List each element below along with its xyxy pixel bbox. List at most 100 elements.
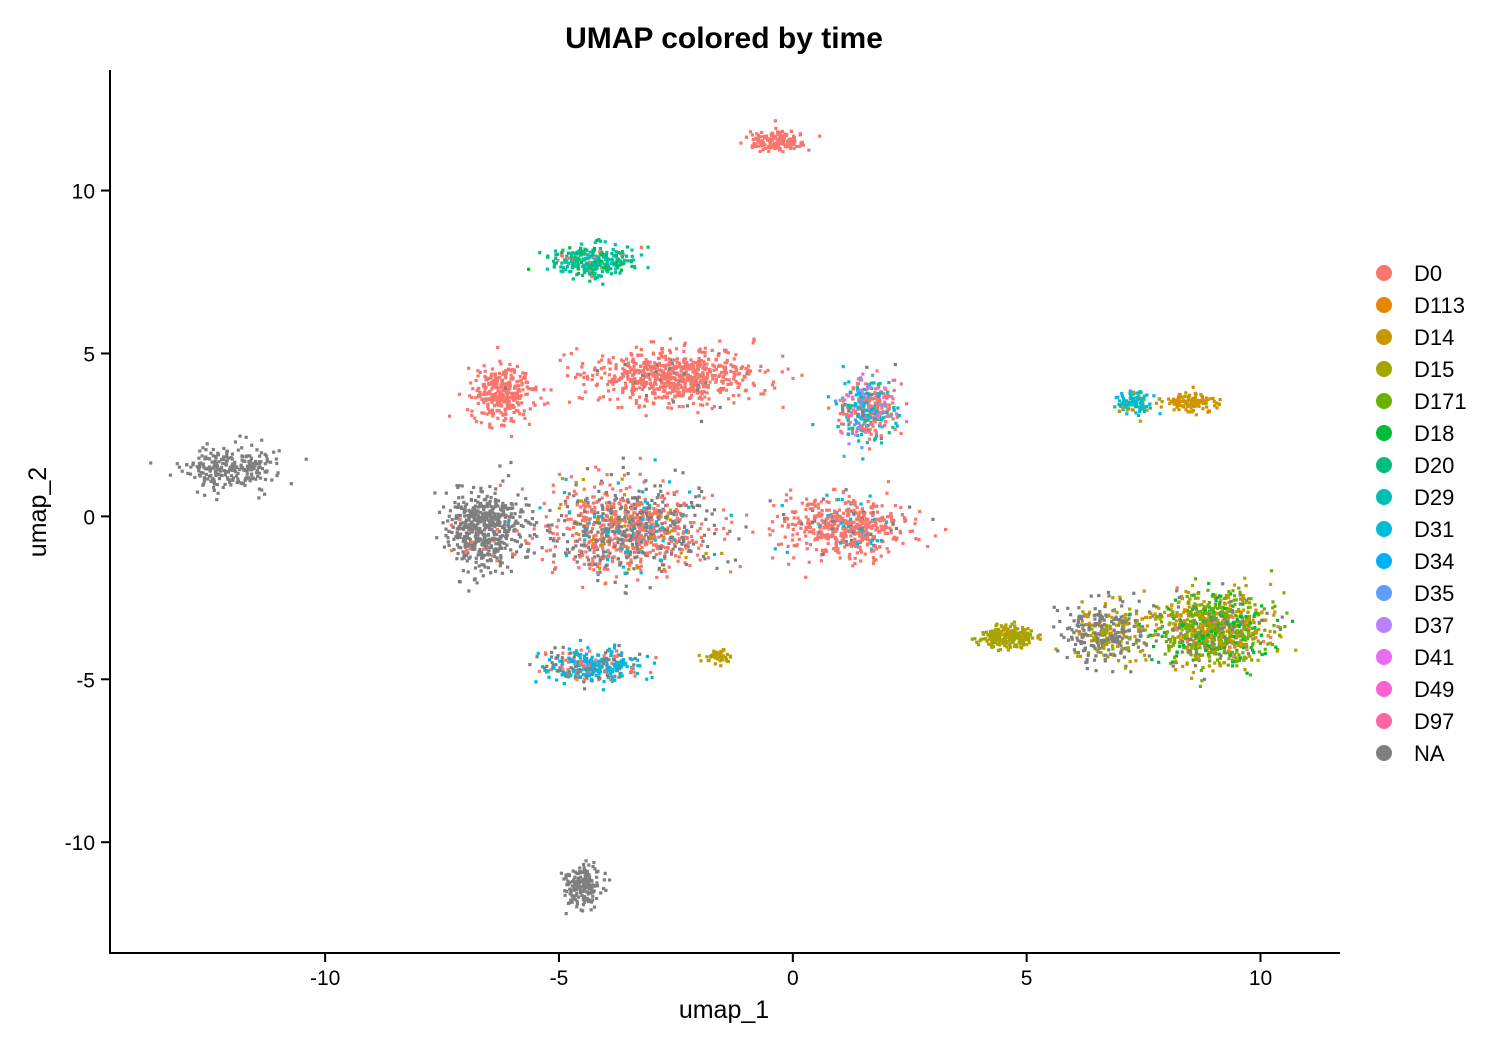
- data-point: [589, 908, 593, 912]
- data-point: [250, 462, 254, 466]
- data-point: [773, 142, 777, 146]
- data-point: [589, 267, 593, 271]
- data-point: [588, 517, 592, 521]
- data-point: [629, 368, 633, 372]
- data-point: [631, 543, 635, 548]
- data-point: [576, 271, 580, 276]
- data-point: [555, 669, 559, 673]
- data-point: [970, 637, 974, 641]
- data-point: [601, 282, 605, 286]
- data-point: [652, 402, 656, 406]
- data-point: [482, 514, 487, 518]
- data-point: [846, 417, 850, 422]
- data-point: [1013, 643, 1017, 647]
- data-point: [482, 535, 486, 539]
- data-point: [450, 549, 454, 553]
- data-point: [780, 136, 784, 141]
- data-point: [600, 260, 604, 264]
- data-point: [588, 540, 592, 544]
- data-point: [847, 423, 851, 427]
- data-point: [531, 510, 535, 514]
- data-point: [889, 528, 893, 532]
- data-point: [653, 484, 657, 488]
- data-point: [702, 379, 706, 383]
- data-point: [233, 440, 237, 444]
- data-point: [512, 523, 516, 527]
- data-point: [875, 409, 879, 413]
- data-point: [820, 512, 824, 516]
- data-point: [528, 663, 532, 667]
- data-point: [468, 537, 472, 542]
- data-point: [879, 417, 883, 421]
- data-point: [473, 505, 477, 509]
- data-point: [633, 656, 637, 661]
- data-point: [711, 377, 715, 381]
- data-point: [588, 250, 592, 254]
- point-cluster: [504, 337, 804, 423]
- data-point: [599, 274, 603, 278]
- data-point: [635, 503, 639, 507]
- data-point: [858, 510, 862, 514]
- data-point: [269, 460, 273, 464]
- data-point: [989, 633, 993, 637]
- data-point: [632, 663, 636, 667]
- data-point: [212, 486, 216, 490]
- data-point: [564, 671, 569, 675]
- data-point: [495, 379, 499, 383]
- data-point: [605, 270, 610, 274]
- data-point: [710, 348, 714, 352]
- data-point: [236, 477, 240, 481]
- data-point: [587, 874, 592, 878]
- data-point: [615, 519, 620, 523]
- data-point: [844, 522, 848, 526]
- data-point: [588, 269, 592, 273]
- data-point: [673, 389, 677, 393]
- data-point: [690, 524, 694, 528]
- data-point: [678, 390, 682, 394]
- data-point: [586, 878, 590, 882]
- data-point: [1022, 632, 1027, 637]
- data-point: [607, 539, 611, 543]
- data-point: [586, 269, 590, 273]
- data-point: [751, 137, 755, 142]
- data-point: [843, 398, 847, 402]
- data-point: [247, 460, 251, 464]
- data-point: [694, 376, 698, 380]
- data-point: [655, 377, 659, 381]
- data-point: [579, 253, 583, 257]
- data-point: [466, 514, 470, 518]
- data-point: [499, 362, 503, 366]
- data-point: [649, 517, 653, 521]
- data-point: [865, 401, 869, 405]
- data-point: [465, 559, 469, 563]
- data-point: [601, 505, 605, 509]
- data-point: [714, 357, 719, 362]
- data-point: [717, 651, 721, 656]
- data-point: [275, 461, 279, 466]
- data-point: [806, 521, 810, 525]
- data-point: [654, 520, 659, 524]
- data-point: [681, 531, 685, 535]
- data-point: [842, 412, 846, 416]
- data-point: [597, 261, 601, 265]
- data-point: [492, 531, 496, 535]
- data-point: [695, 391, 699, 395]
- data-point: [704, 551, 708, 556]
- data-point: [605, 493, 609, 497]
- data-point: [599, 367, 603, 371]
- data-point: [491, 511, 495, 515]
- data-point: [212, 464, 216, 468]
- data-point: [223, 462, 228, 466]
- data-point: [551, 539, 555, 543]
- data-point: [640, 546, 644, 550]
- data-point: [584, 525, 588, 529]
- data-point: [598, 558, 602, 562]
- data-point: [636, 532, 640, 536]
- data-point: [525, 555, 529, 559]
- data-point: [616, 541, 620, 545]
- data-point: [249, 473, 253, 477]
- data-point: [891, 425, 895, 429]
- data-point: [598, 263, 602, 267]
- data-point: [643, 500, 648, 504]
- data-point: [850, 428, 855, 432]
